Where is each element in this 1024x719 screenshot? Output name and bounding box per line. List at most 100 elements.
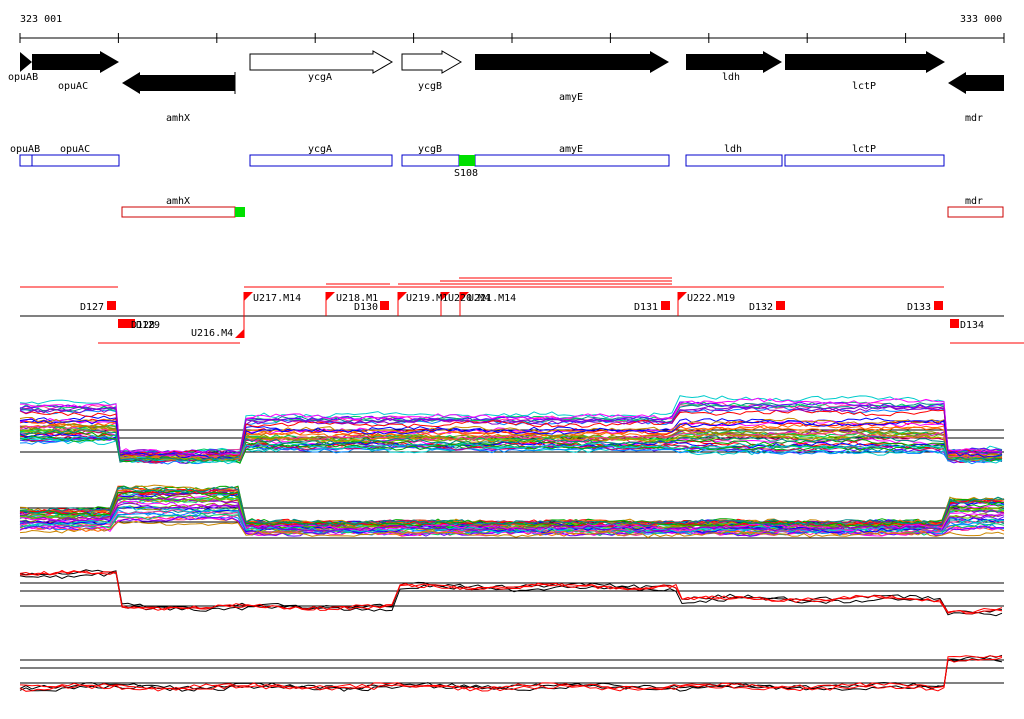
- marker-label-D128: D128: [131, 320, 155, 331]
- marker-label-U220.M4: U220.M4: [448, 293, 490, 304]
- expression-panel-2-trace: [19, 520, 1005, 539]
- marker-D130[interactable]: [380, 301, 389, 310]
- reverse-box-amhX[interactable]: [121, 206, 236, 218]
- expression-panel-3: [19, 569, 1004, 617]
- forward-box-opuAC[interactable]: [31, 154, 120, 167]
- expression-panel-2-trace: [19, 505, 1005, 534]
- reverse-label-amhX: amhX: [166, 196, 190, 207]
- marker-label-D129: D129: [136, 320, 160, 331]
- gene-arrow-track: opuAB opuAC amhX ycgA ycgB amyE ldh lctP…: [8, 50, 1004, 124]
- expression-panel-1-trace: [19, 433, 1003, 464]
- forward-box-amyE[interactable]: [474, 154, 670, 167]
- site-S108-marker[interactable]: [459, 155, 475, 166]
- gene-label-opuAC: opuAC: [58, 81, 88, 92]
- marker-D129[interactable]: [126, 319, 135, 328]
- site-label-S108: S108: [454, 168, 478, 179]
- reverse-label-mdr: mdr: [965, 196, 983, 207]
- marker-label-U217.M14: U217.M14: [253, 293, 301, 304]
- forward-box-lctP[interactable]: [784, 154, 945, 167]
- expression-panel-2-trace: [19, 486, 1005, 527]
- gene-arrow-ycgB[interactable]: [401, 50, 462, 74]
- expression-panel-1-trace: [19, 404, 1003, 457]
- marker-U220.M4[interactable]: [440, 292, 450, 316]
- ruler-end-label: 333 000: [960, 14, 1002, 25]
- marker-label-U218.M1: U218.M1: [336, 293, 378, 304]
- expression-panel-3-trace: [19, 569, 1003, 614]
- gene-label-amhX: amhX: [166, 113, 190, 124]
- gene-arrow-lctP[interactable]: [785, 51, 945, 73]
- marker-label-U216.M4: U216.M4: [191, 328, 233, 339]
- gene-arrow-opuAB[interactable]: [20, 52, 32, 72]
- marker-U216.M4[interactable]: [235, 316, 245, 338]
- expression-panel-1-trace: [19, 417, 1003, 459]
- coordinate-ruler: 323 001 333 000: [19, 14, 1005, 43]
- expression-panel-1: [19, 395, 1004, 465]
- expression-panel-1-trace: [19, 427, 1003, 461]
- gene-arrow-ycgA[interactable]: [249, 50, 393, 74]
- gene-label-opuAB: opuAB: [8, 72, 38, 83]
- forward-label-ycgA: ycgA: [308, 144, 332, 155]
- marker-U219.M1[interactable]: [397, 292, 407, 316]
- forward-label-ycgB: ycgB: [418, 144, 442, 155]
- gene-label-amyE: amyE: [559, 92, 583, 103]
- forward-label-amyE: amyE: [559, 144, 583, 155]
- expression-panel-4-trace: [19, 655, 1003, 690]
- gene-arrow-ldh[interactable]: [686, 51, 782, 73]
- marker-D133[interactable]: [934, 301, 943, 310]
- expression-panel-4-trace: [19, 654, 1003, 690]
- expression-panel-2-trace: [19, 500, 1005, 532]
- expression-panel-4: [19, 654, 1004, 692]
- gene-label-ycgA: ycgA: [308, 72, 332, 83]
- expression-panel-4-trace: [19, 658, 1003, 692]
- marker-D131[interactable]: [661, 301, 670, 310]
- expression-panel-1-trace: [19, 418, 1003, 460]
- expression-panel-2-trace: [19, 516, 1005, 537]
- gene-arrow-mdr[interactable]: [948, 72, 1004, 94]
- marker-D132[interactable]: [776, 301, 785, 310]
- expression-panel-1-trace: [19, 429, 1003, 462]
- gene-arrow-opuAC[interactable]: [32, 51, 119, 73]
- reverse-box-amhX-site[interactable]: [235, 207, 245, 217]
- forward-box-ycgA[interactable]: [249, 154, 393, 167]
- gene-label-ldh: ldh: [722, 72, 740, 83]
- gene-arrow-amhX[interactable]: [122, 72, 235, 94]
- marker-U217.M14[interactable]: [243, 292, 253, 316]
- expression-panel-1-trace: [19, 397, 1003, 456]
- marker-label-D134: D134: [960, 320, 984, 331]
- marker-label-D132: D132: [749, 302, 773, 313]
- marker-U222.M19[interactable]: [677, 292, 687, 316]
- marker-U221.M14[interactable]: [459, 292, 469, 316]
- marker-label-D127: D127: [80, 302, 104, 313]
- expression-panel-1-trace: [19, 408, 1003, 457]
- marker-D134[interactable]: [950, 319, 959, 328]
- marker-label-U221.M14: U221.M14: [468, 293, 516, 304]
- gene-label-ycgB: ycgB: [418, 81, 442, 92]
- marker-label-U222.M19: U222.M19: [687, 293, 735, 304]
- marker-label-D133: D133: [907, 302, 931, 313]
- forward-box-opuAB[interactable]: [19, 154, 33, 167]
- marker-D128[interactable]: [118, 319, 127, 328]
- forward-box-ycgB[interactable]: [401, 154, 460, 167]
- marker-label-D131: D131: [634, 302, 658, 313]
- forward-label-opuAB: opuAB: [10, 144, 40, 155]
- marker-D127[interactable]: [107, 301, 116, 310]
- ruler-start-label: 323 001: [20, 14, 62, 25]
- reverse-box-mdr[interactable]: [947, 206, 1004, 218]
- marker-label-U219.M1: U219.M1: [406, 293, 448, 304]
- gene-arrow-amyE[interactable]: [475, 51, 669, 73]
- expression-panel-2: [19, 484, 1005, 539]
- marker-label-D130: D130: [354, 302, 378, 313]
- gene-label-lctP: lctP: [852, 81, 876, 92]
- expression-panel-1-trace: [19, 417, 1003, 459]
- expression-panel-2-trace: [19, 502, 1005, 532]
- marker-U218.M1[interactable]: [325, 292, 335, 316]
- expression-panel-2-trace: [19, 489, 1005, 528]
- forward-label-lctP: lctP: [852, 144, 876, 155]
- expression-panel-2-trace: [19, 505, 1005, 534]
- forward-strand-track: opuAB opuAC ycgA ycgB amyE ldh lctP S108: [10, 144, 945, 179]
- expression-panel-3-trace: [19, 572, 1003, 617]
- gene-label-mdr: mdr: [965, 113, 983, 124]
- forward-box-ldh[interactable]: [685, 154, 783, 167]
- forward-label-ldh: ldh: [724, 144, 742, 155]
